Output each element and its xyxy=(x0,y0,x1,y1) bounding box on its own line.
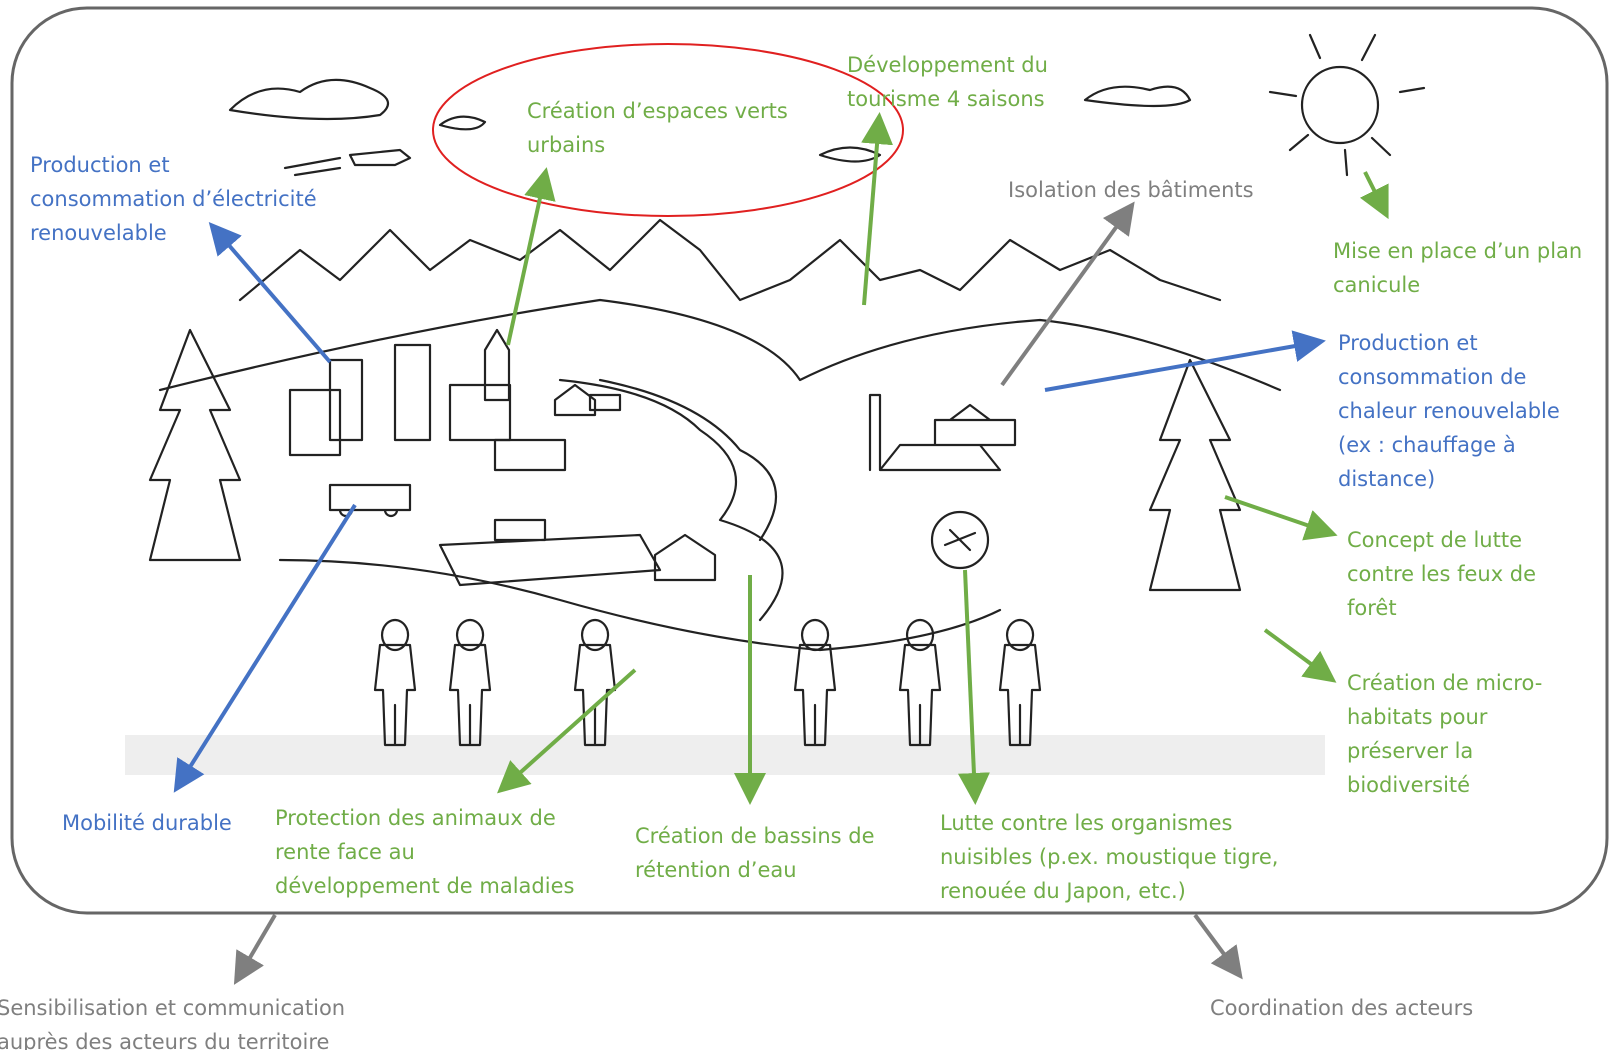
label-line: auprès des acteurs du territoire xyxy=(0,1030,329,1050)
highlight-ellipse xyxy=(433,44,903,216)
label-line: Sensibilisation et communication xyxy=(0,996,345,1020)
label-line: Isolation des bâtiments xyxy=(1008,178,1254,202)
label-line: forêt xyxy=(1347,596,1397,620)
label-line: développement de maladies xyxy=(275,874,574,898)
label-line: rente face au xyxy=(275,840,415,864)
label-line: Production et xyxy=(1338,331,1478,355)
label-line: Production et xyxy=(30,153,170,177)
person xyxy=(1000,620,1040,745)
illustration xyxy=(125,35,1424,775)
label-line: habitats pour xyxy=(1347,705,1488,729)
label-line: Coordination des acteurs xyxy=(1210,996,1473,1020)
person xyxy=(450,620,490,745)
label-line: Lutte contre les organismes xyxy=(940,811,1233,835)
label-line: tourisme 4 saisons xyxy=(847,87,1045,111)
label-line: renouée du Japon, etc.) xyxy=(940,879,1186,903)
label-line: urbains xyxy=(527,133,605,157)
diagram: Production et consommation d’électricité r… xyxy=(0,0,1615,1050)
label-line: Mobilité durable xyxy=(62,811,232,835)
label-line: Développement du xyxy=(847,53,1048,77)
person xyxy=(575,620,615,745)
label-line: distance) xyxy=(1338,467,1435,491)
label-line: Protection des animaux de xyxy=(275,806,556,830)
label-line: Concept de lutte xyxy=(1347,528,1522,552)
label-line: renouvelable xyxy=(30,221,167,245)
person xyxy=(375,620,415,745)
label-line: Création d’espaces verts xyxy=(527,99,788,123)
person xyxy=(795,620,835,745)
label-line: consommation d’électricité xyxy=(30,187,317,211)
label-line: biodiversité xyxy=(1347,773,1470,797)
label-line: Création de bassins de xyxy=(635,824,875,848)
label-line: consommation de xyxy=(1338,365,1526,389)
label-line: Création de micro- xyxy=(1347,671,1542,695)
label-line: préserver la xyxy=(1347,739,1473,763)
label-line: contre les feux de xyxy=(1347,562,1536,586)
label-line: nuisibles (p.ex. moustique tigre, xyxy=(940,845,1278,869)
label-line: rétention d’eau xyxy=(635,858,797,882)
label-line: chaleur renouvelable xyxy=(1338,399,1560,423)
label-line: Mise en place d’un plan xyxy=(1333,239,1582,263)
page: Production et consommation d’électricité r… xyxy=(0,0,1615,1050)
label-line: canicule xyxy=(1333,273,1420,297)
label-line: (ex : chauffage à xyxy=(1338,433,1516,457)
